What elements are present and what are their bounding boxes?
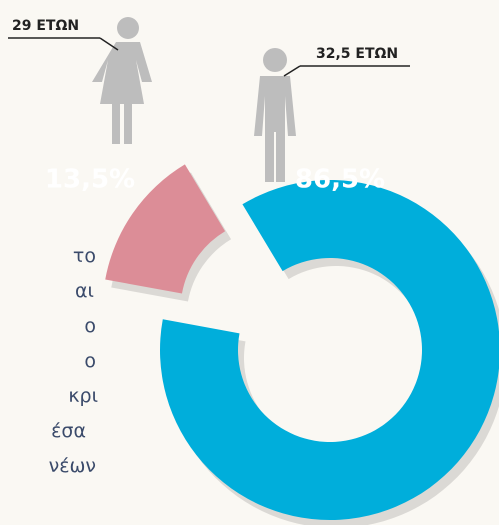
- annotation: 32,5 ΕΤΩΝ: [316, 46, 398, 62]
- female-figure: [92, 17, 152, 144]
- side-text: το: [73, 245, 96, 267]
- side-text: ο: [84, 350, 96, 372]
- side-text: νέων: [49, 455, 96, 477]
- male-figure: [254, 48, 296, 182]
- side-text: ο: [84, 315, 96, 337]
- value-label: 86,5%: [295, 165, 385, 195]
- side-text: κρι: [68, 385, 98, 407]
- value-label: 13,5%: [45, 165, 135, 195]
- side-text: έσα: [51, 420, 86, 442]
- chart: 29 ΕΤΩΝ 32,5 ΕΤΩΝ 86,5% 13,5% το αι οο κρι έσα…: [0, 0, 499, 525]
- annotation: 29 ΕΤΩΝ: [12, 18, 79, 34]
- annotation-line: [284, 66, 300, 76]
- side-text: αι: [75, 280, 94, 302]
